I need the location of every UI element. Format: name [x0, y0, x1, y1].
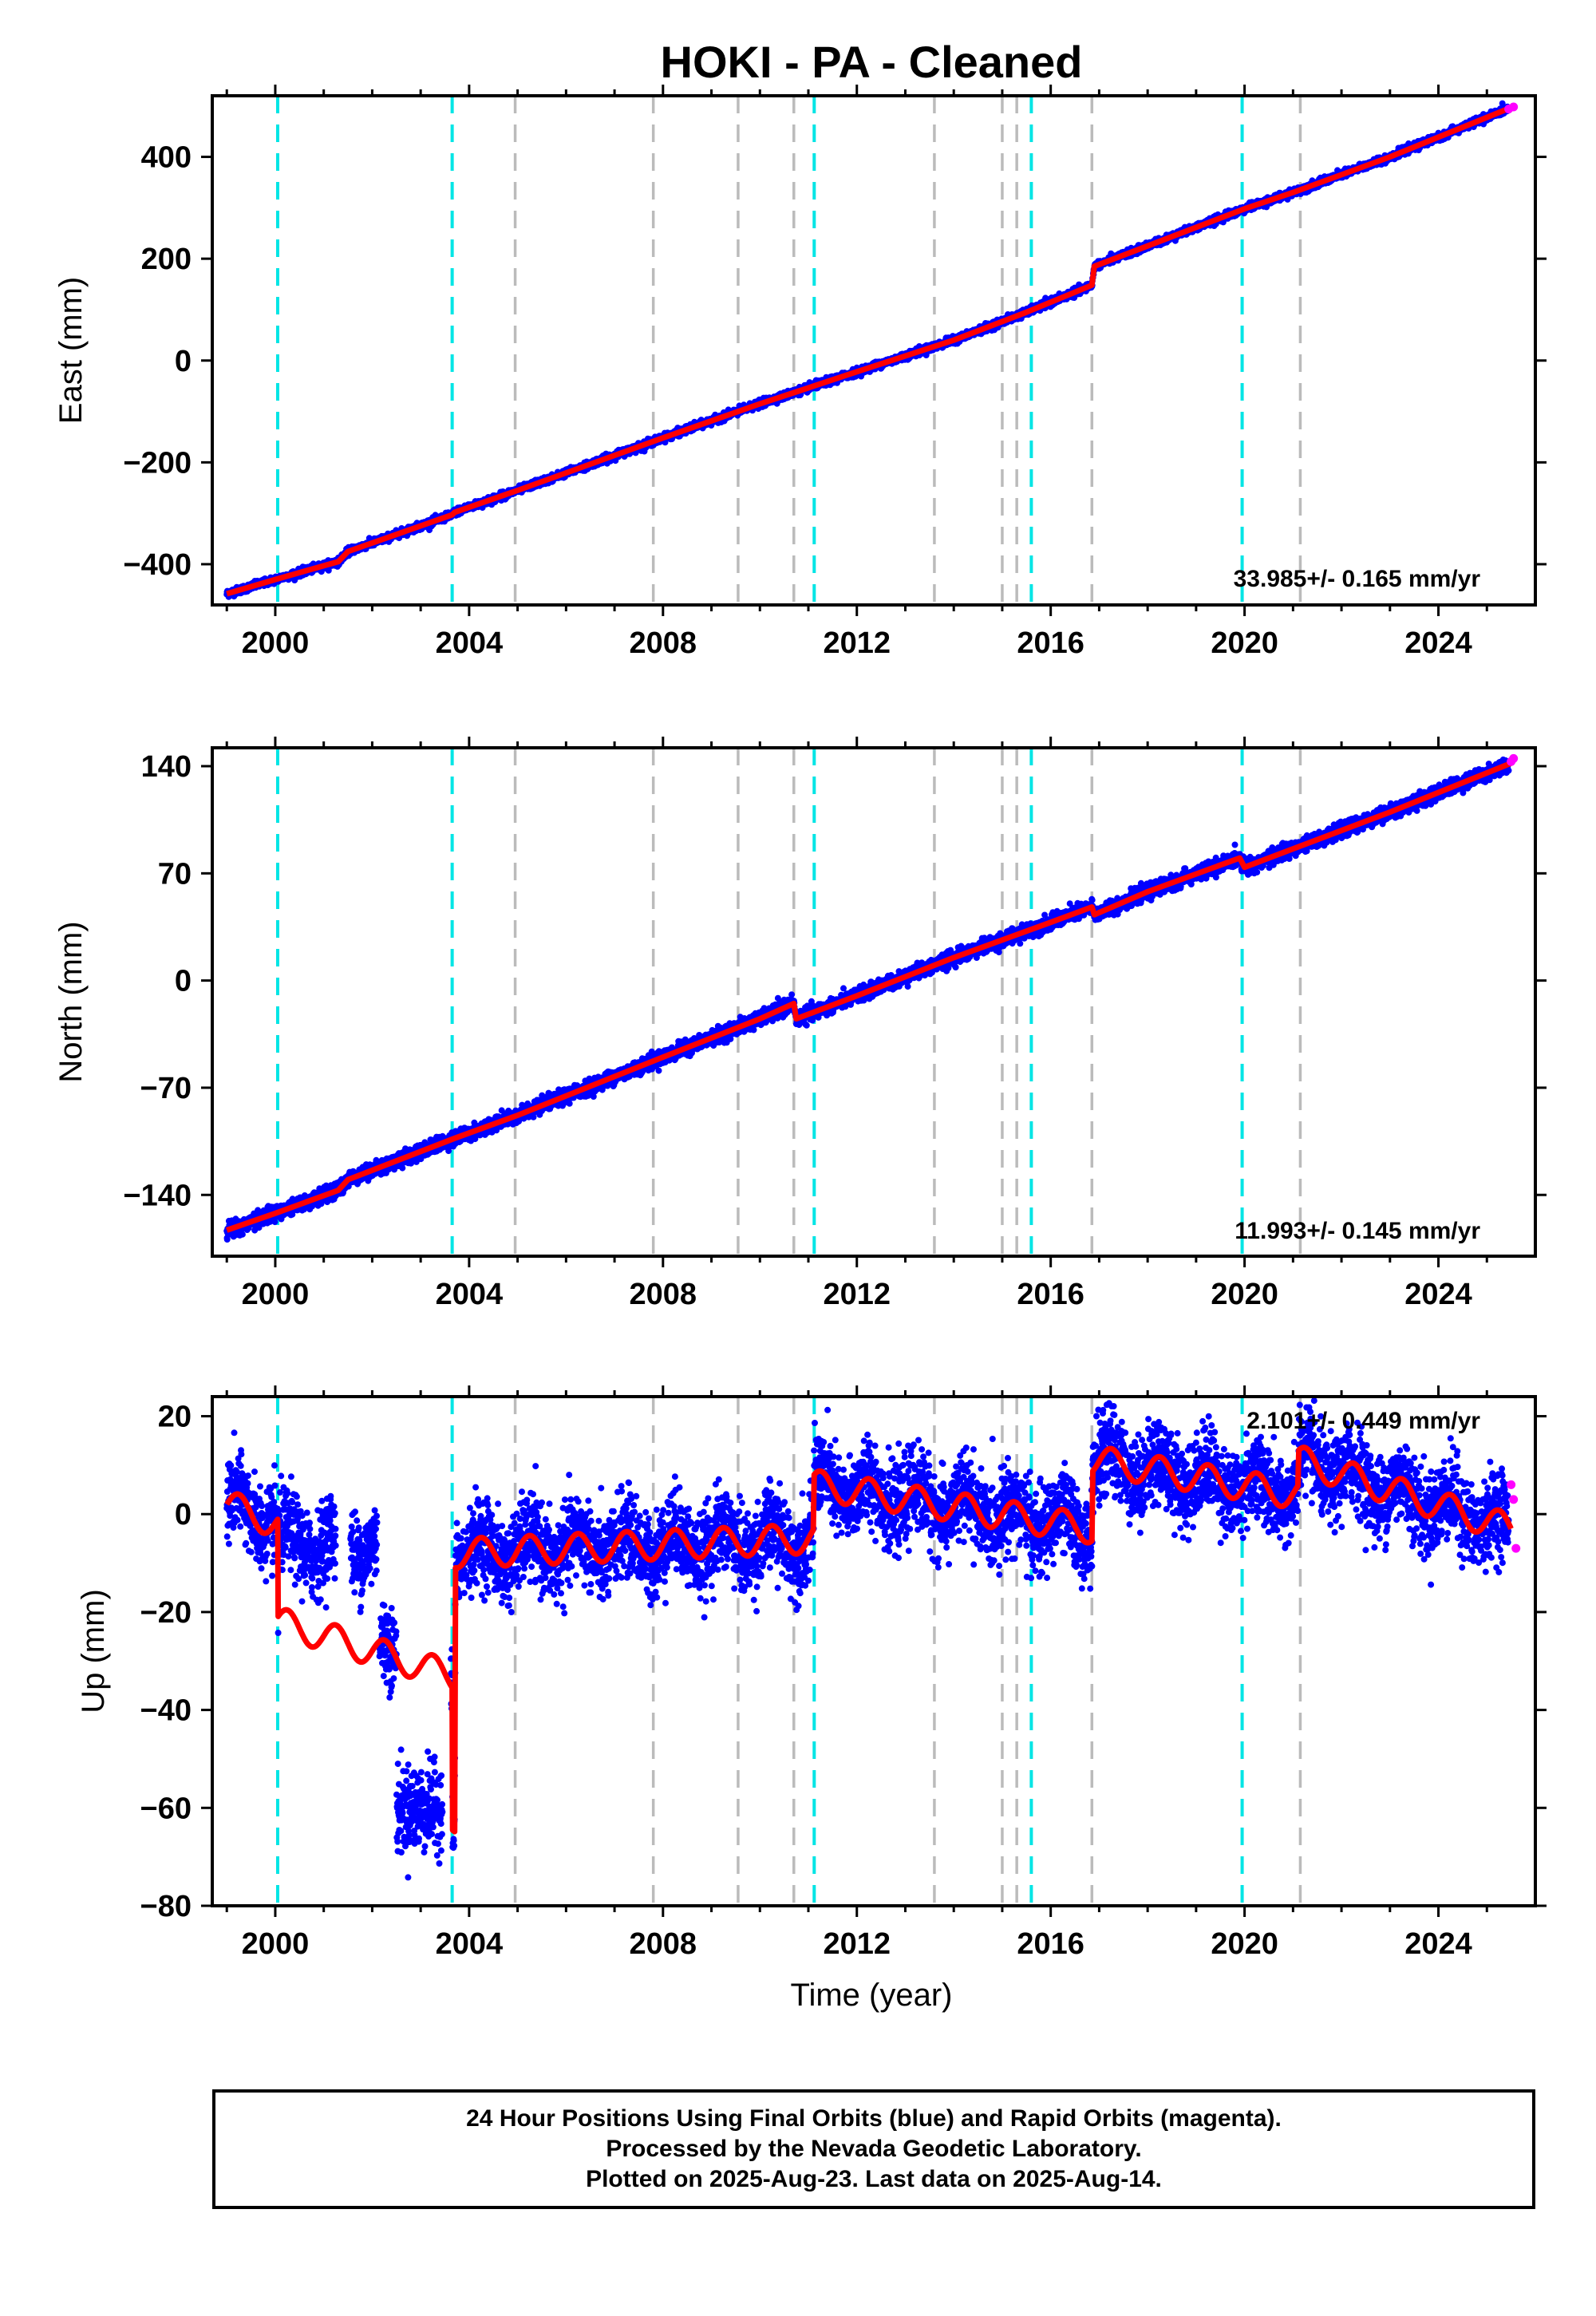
x-tick-label: 2004	[436, 1927, 504, 1961]
x-tick-label: 2016	[1017, 1927, 1084, 1961]
x-tick-label: 2016	[1017, 626, 1084, 660]
rate-label-up: 2.101+/- 0.449 mm/yr	[1246, 1408, 1480, 1434]
plot-frame-north	[211, 746, 1537, 1258]
x-tick-label: 2008	[630, 1927, 697, 1961]
model-curve	[224, 1445, 1514, 1835]
rapid-orbit-point	[1509, 102, 1519, 112]
final-orbit-points	[223, 1397, 1512, 1881]
y-tick-label: −40	[140, 1694, 192, 1728]
panel-up: 2000 2004 2008 2012 2016 2020 2024 20 0 −20 −40 −60…	[76, 1385, 1547, 1961]
x-tick-label: 2008	[630, 1278, 697, 1311]
y-tick-label: 0	[175, 965, 192, 998]
final-orbit-points	[223, 756, 1512, 1243]
y-tick-label: 200	[141, 243, 192, 276]
plot-area-east	[223, 96, 1519, 605]
plot-area-north	[223, 748, 1519, 1256]
x-tick-label: 2016	[1017, 1278, 1084, 1311]
x-tick-label: 2020	[1211, 1278, 1278, 1311]
plot-frame-east	[211, 94, 1537, 607]
x-tick-label: 2004	[436, 1278, 504, 1311]
y-tick-label: 140	[141, 750, 192, 784]
panel-east: 2000 2004 2008 2012 2016 2020 2024 −400 −200 0 200…	[53, 85, 1547, 660]
y-tick-label: 400	[141, 141, 192, 175]
x-tick-label: 2000	[242, 1278, 310, 1311]
y-tick-label: −70	[140, 1072, 192, 1105]
rapid-orbit-point	[1507, 1480, 1516, 1489]
y-tick-label: 70	[158, 857, 192, 891]
x-tick-label: 2024	[1404, 626, 1472, 660]
chart-title: HOKI - PA - Cleaned	[661, 37, 1083, 87]
final-orbit-points	[223, 100, 1512, 600]
y-tick-label: −20	[140, 1596, 192, 1630]
model-curve	[226, 760, 1512, 1233]
y-axis-label-up: Up (mm)	[76, 1589, 111, 1713]
y-tick-label: −140	[123, 1179, 192, 1212]
rate-label-north: 11.993+/- 0.145 mm/yr	[1235, 1218, 1480, 1244]
caption-line-3: Plotted on 2025-Aug-23. Last data on 202…	[586, 2166, 1162, 2192]
x-tick-label: 2012	[823, 626, 891, 660]
x-tick-label: 2012	[823, 1927, 891, 1961]
caption-box: 24 Hour Positions Using Final Orbits (bl…	[212, 2089, 1535, 2209]
model-curve	[226, 105, 1512, 597]
x-axis-label: Time (year)	[791, 1978, 953, 2013]
y-axis-label-east: East (mm)	[53, 277, 89, 424]
x-tick-label: 2008	[630, 626, 697, 660]
y-tick-label: −60	[140, 1792, 192, 1825]
x-tick-label: 2012	[823, 1278, 891, 1311]
y-tick-label: 20	[158, 1401, 192, 1434]
y-tick-label: 0	[175, 345, 192, 378]
rapid-orbit-point	[1509, 1495, 1519, 1504]
x-tick-label: 2020	[1211, 1927, 1278, 1961]
y-axis-label-north: North (mm)	[53, 921, 89, 1082]
panel-north: 2000 2004 2008 2012 2016 2020 2024 −140 −70 0 70 14…	[53, 737, 1547, 1311]
x-tick-label: 2024	[1404, 1278, 1472, 1311]
y-tick-label: −200	[123, 446, 192, 480]
rate-label-east: 33.985+/- 0.165 mm/yr	[1234, 566, 1481, 592]
x-tick-label: 2024	[1404, 1927, 1472, 1961]
x-tick-label: 2020	[1211, 626, 1278, 660]
x-tick-label: 2000	[242, 1927, 310, 1961]
plot-area-up	[223, 1397, 1521, 1906]
y-tick-label: −80	[140, 1890, 192, 1923]
x-tick-label: 2000	[242, 626, 310, 660]
y-tick-label: −400	[123, 548, 192, 582]
y-tick-label: 0	[175, 1498, 192, 1531]
plot-frame-up	[211, 1395, 1537, 1907]
x-tick-label: 2004	[436, 626, 504, 660]
rapid-orbit-point	[1511, 1543, 1521, 1553]
caption-line-1: 24 Hour Positions Using Final Orbits (bl…	[466, 2105, 1282, 2132]
caption-line-2: Processed by the Nevada Geodetic Laborat…	[606, 2136, 1142, 2162]
rapid-orbit-point	[1509, 753, 1519, 763]
